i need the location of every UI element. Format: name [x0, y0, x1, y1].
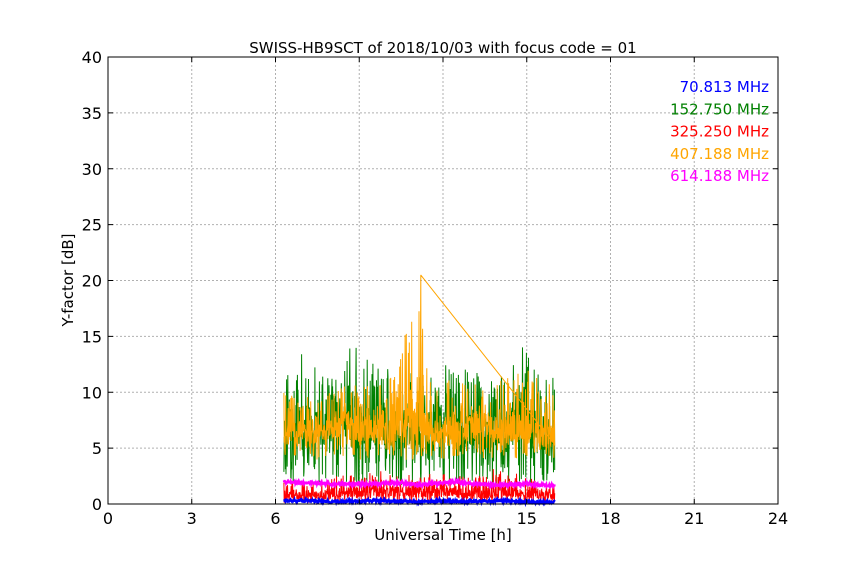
x-tick-label: 15: [517, 509, 537, 528]
legend-entry-152-750: 152.750 MHz: [670, 100, 769, 118]
x-tick-label: 18: [600, 509, 620, 528]
y-tick-label: 15: [82, 327, 102, 346]
y-tick-label: 0: [92, 495, 102, 514]
legend: 70.813 MHz 152.750 MHz 325.250 MHz 407.188 …: [670, 78, 769, 185]
x-axis-label: Universal Time [h]: [374, 526, 512, 544]
x-tick-label: 9: [354, 509, 364, 528]
series-line-407-188: [283, 274, 556, 460]
series-line-325-250: [283, 469, 556, 505]
x-tick-label: 12: [433, 509, 453, 528]
legend-entry-614-188: 614.188 MHz: [670, 167, 769, 185]
chart-title: SWISS-HB9SCT of 2018/10/03 with focus co…: [249, 39, 636, 57]
legend-entry-70-813: 70.813 MHz: [680, 78, 769, 96]
y-tick-label: 30: [82, 160, 102, 179]
series-line-614-188: [282, 476, 556, 490]
data-layer: [282, 274, 556, 508]
x-tick-label: 6: [270, 509, 280, 528]
y-axis-label: Y-factor [dB]: [59, 233, 77, 327]
y-tick-label: 40: [82, 48, 102, 67]
legend-entry-325-250: 325.250 MHz: [670, 123, 769, 141]
legend-entry-407-188: 407.188 MHz: [670, 145, 769, 163]
y-tick-label: 35: [82, 104, 102, 123]
tick-layer: 0 3 6 9 12 15 18 21 24 0 5 10 15 20 25 30 35 40: [82, 48, 789, 528]
x-tick-label: 3: [187, 509, 197, 528]
series-line-70-813: [283, 495, 556, 508]
x-tick-label: 21: [684, 509, 704, 528]
y-tick-label: 20: [82, 272, 102, 291]
x-tick-label: 24: [768, 509, 788, 528]
y-tick-label: 5: [92, 439, 102, 458]
y-tick-label: 25: [82, 216, 102, 235]
y-tick-label: 10: [82, 383, 102, 402]
x-tick-label: 0: [103, 509, 113, 528]
